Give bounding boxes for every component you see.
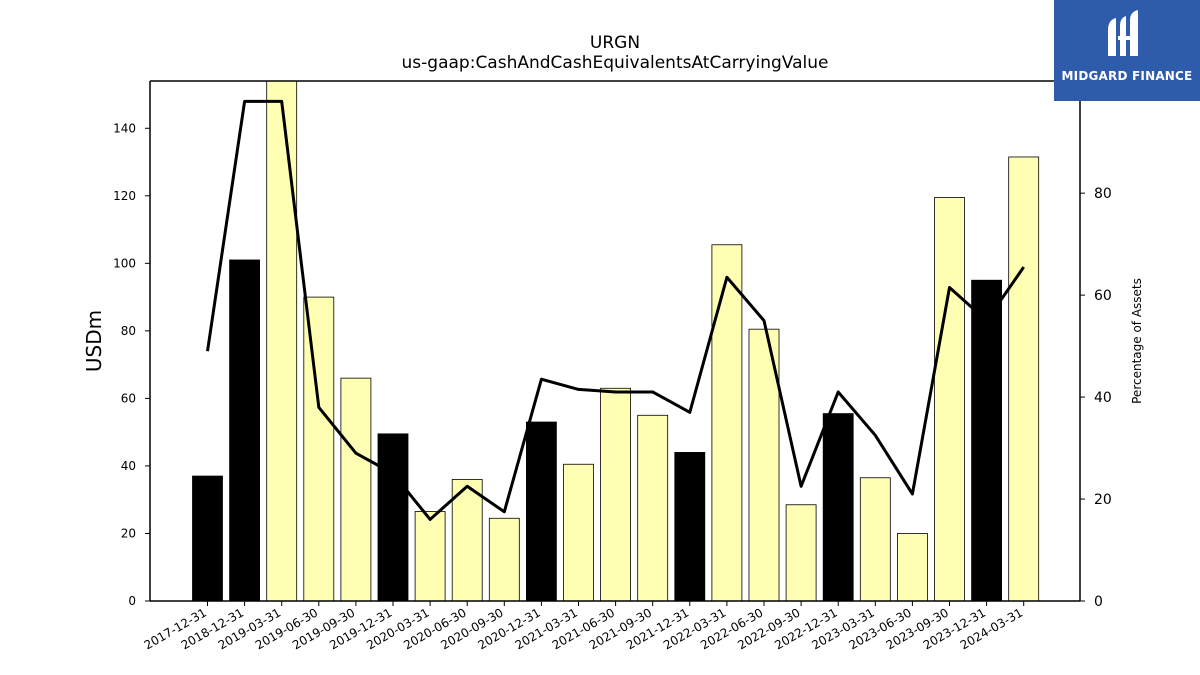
y-tick-label-80: 80 — [121, 324, 136, 338]
y-tick-label-120: 120 — [113, 189, 136, 203]
logo-text: MIDGARD FINANCE — [1061, 69, 1193, 83]
bar-2019-12-31 — [377, 433, 409, 602]
bar-2019-06-30 — [303, 296, 335, 602]
bar-2022-12-31 — [822, 413, 854, 602]
y-tick-label-140: 140 — [113, 121, 136, 135]
y-tick-label-60: 60 — [121, 391, 136, 405]
y-tick-label-40: 40 — [121, 459, 136, 473]
chart-subtitle: us-gaap:CashAndCashEquivalentsAtCarrying… — [402, 53, 829, 73]
bar-2021-12-31 — [674, 452, 706, 602]
line-group — [206, 99, 1025, 521]
y2-axis-label: Percentage of Assets — [1130, 278, 1144, 404]
y-tick-label-20: 20 — [121, 526, 136, 540]
brand-logo: MIDGARD FINANCE — [1054, 0, 1200, 101]
bar-2023-03-31 — [859, 477, 891, 602]
y2-tick-label-20: 20 — [1094, 492, 1112, 508]
chart-title: URGN — [590, 33, 640, 53]
bar-group — [192, 80, 1040, 602]
bar-2020-03-31 — [414, 511, 446, 602]
y2-tick-label-80: 80 — [1094, 186, 1112, 202]
midgard-logo-icon — [1108, 10, 1138, 56]
bar-2024-03-31 — [1008, 156, 1040, 602]
bar-2019-09-30 — [340, 377, 372, 602]
y2-tick-label-40: 40 — [1094, 390, 1112, 406]
bar-2020-12-31 — [526, 421, 557, 602]
bar-2021-09-30 — [637, 414, 669, 602]
bar-2020-09-30 — [488, 517, 520, 602]
bar-2021-03-31 — [563, 463, 594, 602]
line-series-percentage — [206, 99, 1025, 521]
bar-2020-06-30 — [451, 479, 483, 602]
bar-2023-12-31 — [971, 279, 1002, 602]
y-axis-label: USDm — [82, 310, 106, 372]
bar-2017-12-31 — [192, 475, 223, 602]
bar-2023-06-30 — [897, 533, 928, 602]
bar-2019-03-31 — [266, 80, 298, 602]
y2-tick-label-60: 60 — [1094, 288, 1112, 304]
bar-2023-09-30 — [934, 197, 965, 602]
bar-2021-06-30 — [600, 387, 631, 602]
bar-2022-03-31 — [711, 244, 743, 602]
y-tick-label-100: 100 — [113, 256, 136, 270]
bar-2018-12-31 — [229, 259, 261, 602]
y2-tick-label-0: 0 — [1094, 594, 1103, 610]
y-tick-label-0: 0 — [128, 594, 136, 608]
bar-2022-06-30 — [748, 328, 780, 602]
bar-2022-09-30 — [785, 504, 817, 602]
